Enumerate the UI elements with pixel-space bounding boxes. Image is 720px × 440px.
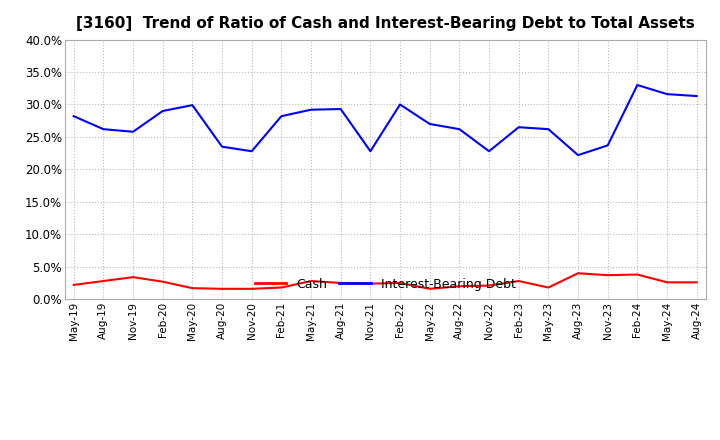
Cash — [277, 285, 286, 290]
Cash — [307, 279, 315, 284]
Interest-Bearing Debt — [366, 149, 374, 154]
Legend: Cash, Interest-Bearing Debt: Cash, Interest-Bearing Debt — [250, 272, 521, 296]
Interest-Bearing Debt — [396, 102, 405, 107]
Interest-Bearing Debt — [188, 103, 197, 108]
Cash — [336, 280, 345, 286]
Interest-Bearing Debt — [603, 143, 612, 148]
Interest-Bearing Debt — [69, 114, 78, 119]
Interest-Bearing Debt — [248, 149, 256, 154]
Cash — [248, 286, 256, 291]
Interest-Bearing Debt — [336, 106, 345, 112]
Cash — [69, 282, 78, 288]
Cash — [99, 279, 108, 284]
Interest-Bearing Debt — [217, 144, 226, 149]
Interest-Bearing Debt — [544, 127, 553, 132]
Cash — [129, 275, 138, 280]
Interest-Bearing Debt — [158, 108, 167, 114]
Interest-Bearing Debt — [693, 93, 701, 99]
Cash — [426, 286, 434, 291]
Cash — [514, 279, 523, 284]
Cash — [188, 286, 197, 291]
Cash — [633, 272, 642, 277]
Cash — [544, 285, 553, 290]
Cash — [574, 271, 582, 276]
Cash — [485, 283, 493, 288]
Cash — [158, 279, 167, 284]
Interest-Bearing Debt — [426, 121, 434, 127]
Interest-Bearing Debt — [574, 153, 582, 158]
Cash — [662, 280, 671, 285]
Cash — [455, 284, 464, 289]
Line: Interest-Bearing Debt: Interest-Bearing Debt — [73, 85, 697, 155]
Interest-Bearing Debt — [277, 114, 286, 119]
Cash — [396, 280, 405, 286]
Interest-Bearing Debt — [633, 82, 642, 88]
Cash — [217, 286, 226, 291]
Line: Cash: Cash — [73, 273, 697, 289]
Interest-Bearing Debt — [662, 92, 671, 97]
Interest-Bearing Debt — [514, 125, 523, 130]
Interest-Bearing Debt — [129, 129, 138, 134]
Cash — [603, 272, 612, 278]
Title: [3160]  Trend of Ratio of Cash and Interest-Bearing Debt to Total Assets: [3160] Trend of Ratio of Cash and Intere… — [76, 16, 695, 32]
Interest-Bearing Debt — [307, 107, 315, 112]
Interest-Bearing Debt — [99, 127, 108, 132]
Interest-Bearing Debt — [455, 127, 464, 132]
Cash — [366, 281, 374, 286]
Cash — [693, 280, 701, 285]
Interest-Bearing Debt — [485, 149, 493, 154]
